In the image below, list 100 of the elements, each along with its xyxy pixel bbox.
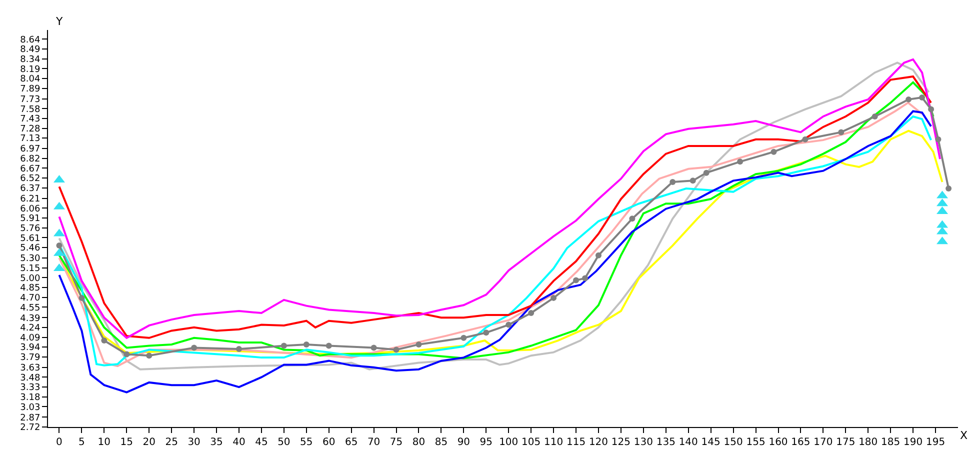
- x-tick-label: 15: [120, 437, 134, 448]
- y-tick-label: 8.19: [20, 64, 40, 75]
- x-tick-label: 35: [210, 437, 223, 448]
- x-tick-label: 140: [678, 437, 698, 448]
- y-tick-label: 8.04: [20, 74, 40, 85]
- point: [770, 148, 777, 155]
- y-tick-label: 4.70: [20, 293, 40, 304]
- point: [483, 330, 490, 336]
- x-tick-label: 175: [836, 437, 856, 448]
- point: [595, 252, 602, 258]
- x-tick-label: 0: [56, 437, 62, 448]
- point: [280, 342, 287, 349]
- y-tick-label: 6.97: [20, 144, 40, 155]
- point: [326, 342, 332, 349]
- x-tick-label: 75: [390, 437, 403, 448]
- x-tick-label: 110: [544, 437, 564, 448]
- y-tick-label: 7.13: [20, 134, 40, 144]
- y-tick-label: 8.49: [20, 45, 40, 56]
- point: [690, 178, 696, 184]
- x-tick-label: 115: [566, 437, 586, 448]
- point: [506, 322, 512, 328]
- y-tick-label: 5.61: [20, 234, 40, 244]
- point: [573, 277, 580, 284]
- point: [906, 96, 912, 102]
- x-tick-label: 100: [499, 437, 518, 448]
- y-tick-label: 5.15: [20, 264, 40, 274]
- y-tick-label: 8.34: [20, 54, 40, 65]
- x-tick-label: 90: [457, 437, 470, 448]
- y-tick-label: 6.21: [20, 194, 40, 205]
- point: [370, 344, 377, 351]
- y-tick-label: 6.67: [20, 164, 40, 174]
- y-tick-label: 2.87: [20, 413, 40, 424]
- x-tick-label: 30: [188, 437, 200, 448]
- y-tick-label: 7.43: [20, 114, 40, 125]
- y-tick-label: 6.52: [20, 174, 40, 184]
- point: [550, 294, 557, 301]
- y-tick-label: 3.18: [20, 393, 40, 404]
- point: [460, 334, 467, 341]
- point: [629, 216, 636, 222]
- x-tick-label: 120: [588, 437, 608, 448]
- x-tick-label: 180: [858, 437, 878, 448]
- y-tick-label: 7.89: [20, 84, 40, 94]
- y-tick-label: 6.06: [20, 204, 40, 214]
- point: [101, 338, 108, 344]
- y-tick-label: 5.46: [20, 244, 40, 254]
- x-tick-label: 160: [768, 437, 788, 448]
- x-tick-label: 80: [412, 437, 426, 448]
- point: [872, 113, 878, 120]
- point: [935, 136, 942, 142]
- x-tick-label: 165: [791, 437, 810, 448]
- point: [416, 341, 422, 348]
- x-tick-label: 5: [78, 437, 85, 448]
- point: [303, 341, 310, 348]
- point: [802, 136, 808, 142]
- point: [703, 170, 710, 176]
- y-tick-label: 7.58: [20, 104, 40, 115]
- x-tick-label: 125: [611, 437, 631, 448]
- y-tick-label: 2.72: [20, 423, 40, 434]
- x-tick-label: 150: [724, 437, 743, 448]
- x-tick-label: 170: [814, 437, 833, 448]
- y-tick-label: 6.82: [20, 154, 40, 165]
- y-axis-title: Y: [55, 15, 63, 28]
- point: [236, 346, 242, 352]
- point: [838, 129, 844, 136]
- point: [124, 351, 130, 358]
- point: [56, 242, 62, 249]
- y-tick-label: 4.09: [20, 333, 40, 344]
- y-tick-label: 3.48: [20, 373, 40, 384]
- x-tick-label: 25: [165, 437, 178, 448]
- y-tick-label: 3.94: [20, 343, 40, 354]
- x-tick-label: 195: [926, 437, 946, 448]
- point: [946, 186, 952, 192]
- x-tick-label: 60: [322, 437, 336, 448]
- point: [78, 294, 85, 301]
- point: [737, 158, 744, 165]
- x-tick-label: 135: [656, 437, 676, 448]
- y-tick-label: 5.00: [20, 274, 40, 284]
- x-tick-label: 40: [232, 437, 246, 448]
- x-tick-label: 10: [98, 437, 111, 448]
- y-tick-label: 7.28: [20, 124, 40, 134]
- point: [919, 94, 926, 100]
- x-tick-label: 55: [300, 437, 313, 448]
- y-tick-label: 3.03: [20, 402, 40, 413]
- y-tick-label: 4.55: [20, 303, 40, 314]
- y-tick-label: 4.24: [20, 324, 40, 334]
- y-tick-label: 8.64: [20, 35, 40, 46]
- x-tick-label: 155: [746, 437, 766, 448]
- point: [393, 346, 400, 353]
- y-tick-label: 4.39: [20, 314, 40, 324]
- x-tick-label: 105: [522, 437, 541, 448]
- x-tick-label: 145: [701, 437, 720, 448]
- x-tick-label: 190: [904, 437, 923, 448]
- x-tick-label: 95: [480, 437, 493, 448]
- y-tick-label: 7.73: [20, 94, 40, 105]
- y-tick-label: 5.91: [20, 214, 40, 224]
- x-tick-label: 20: [142, 437, 156, 448]
- y-tick-label: 6.37: [20, 184, 40, 194]
- point: [670, 178, 676, 185]
- y-tick-label: 4.85: [20, 284, 40, 294]
- point: [191, 344, 198, 351]
